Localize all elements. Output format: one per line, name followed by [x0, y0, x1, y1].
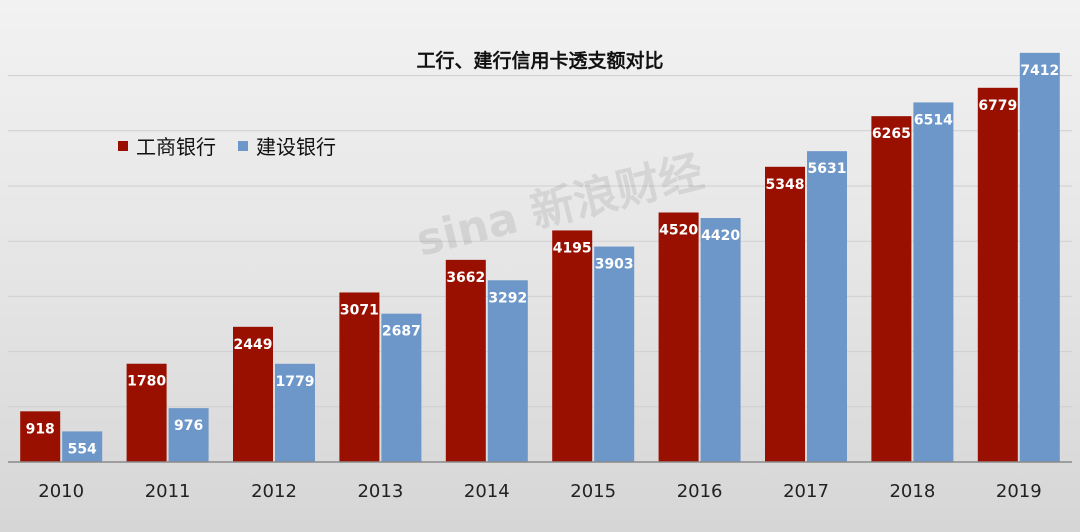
data-label: 918: [26, 421, 55, 437]
data-label: 6779: [978, 98, 1017, 114]
legend-item-icbc: 工商银行: [118, 131, 216, 160]
data-label: 4520: [659, 222, 698, 238]
bar-icbc-2014: [445, 259, 486, 462]
legend-swatch-ccb: [238, 140, 248, 151]
bar-icbc-2012: [233, 326, 273, 462]
data-label: 1780: [127, 374, 166, 390]
data-label: 7412: [1020, 63, 1059, 79]
bars: [20, 52, 1060, 463]
data-label: 2449: [234, 337, 273, 353]
x-tick-label: 2017: [783, 481, 829, 502]
chart-title: 工行、建行信用卡透支额对比: [416, 50, 664, 72]
data-label: 3292: [488, 290, 527, 306]
data-label: 6265: [872, 126, 911, 142]
bar-ccb-2016: [700, 218, 741, 462]
legend-label-icbc: 工商银行: [136, 135, 216, 159]
data-label: 4195: [553, 240, 592, 256]
data-label: 4420: [701, 228, 740, 244]
x-tick-label: 2015: [570, 481, 616, 502]
gridlines: [8, 75, 1072, 408]
bar-ccb-2018: [913, 102, 954, 463]
data-label: 3071: [340, 302, 379, 318]
bar-icbc-2018: [871, 116, 912, 462]
data-label: 3662: [446, 270, 485, 286]
x-tick-labels: 2010 2011 2012 2013 2014 2015 2016 2017 2018 2019: [38, 481, 1041, 502]
data-label: 5631: [808, 161, 847, 177]
data-label: 2687: [382, 324, 421, 340]
x-tick-label: 2012: [251, 481, 297, 502]
legend-item-ccb: 建设银行: [238, 131, 336, 160]
bar-ccb-2013: [381, 313, 422, 462]
x-tick-label: 2010: [38, 481, 84, 502]
data-label: 3903: [595, 257, 634, 273]
bar-ccb-2010: [62, 431, 103, 462]
data-label: 1779: [276, 374, 315, 390]
bar-icbc-2017: [765, 166, 805, 462]
data-label: 5348: [766, 177, 805, 193]
data-label: 6514: [914, 112, 953, 128]
bar-icbc-2019: [977, 87, 1018, 463]
bar-icbc-2016: [658, 212, 699, 462]
data-label: 976: [174, 418, 203, 434]
x-tick-label: 2016: [677, 481, 723, 502]
bar-ccb-2011: [168, 408, 209, 462]
bar-icbc-2013: [339, 292, 380, 462]
bar-ccb-2012: [275, 363, 315, 462]
x-tick-label: 2019: [996, 481, 1042, 502]
data-label: 554: [68, 441, 97, 457]
legend: 工商银行 建设银行: [118, 131, 358, 160]
bar-ccb-2014: [487, 280, 528, 462]
bar-icbc-2015: [552, 230, 593, 462]
x-tick-label: 2018: [889, 481, 935, 502]
x-tick-label: 2011: [145, 481, 191, 502]
legend-swatch-icbc: [118, 140, 128, 151]
bar-icbc-2010: [20, 411, 61, 462]
bar-ccb-2015: [594, 246, 635, 462]
bar-ccb-2019: [1019, 52, 1060, 462]
x-tick-label: 2013: [357, 481, 403, 502]
bar-ccb-2017: [807, 151, 847, 462]
x-tick-label: 2014: [464, 481, 510, 502]
legend-label-ccb: 建设银行: [256, 135, 336, 159]
bar-icbc-2011: [126, 363, 167, 462]
